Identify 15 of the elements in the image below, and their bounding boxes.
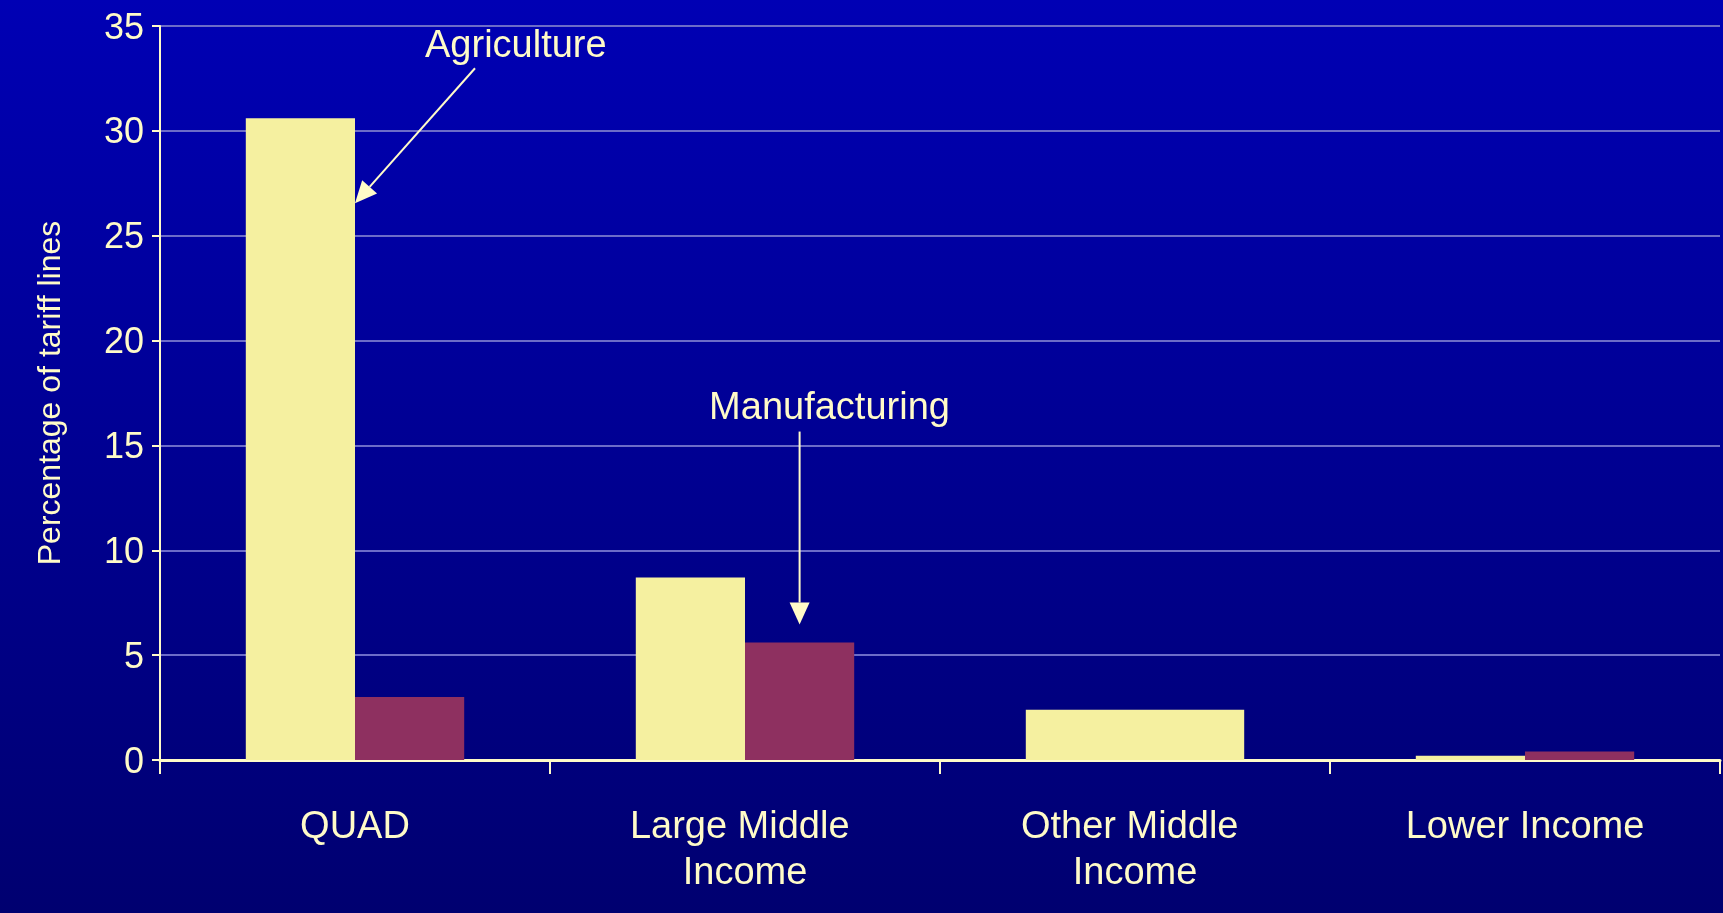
x-tick-label: Other Middle Income xyxy=(1020,804,1250,892)
y-tick-label: 30 xyxy=(103,110,144,152)
y-tick-label: 0 xyxy=(123,739,144,781)
y-tick-label: 10 xyxy=(103,529,144,571)
y-tick-label: 35 xyxy=(103,5,144,47)
y-tick-label: 20 xyxy=(103,320,144,362)
y-tick-label: 5 xyxy=(123,634,144,676)
x-tick-label: QUAD xyxy=(300,804,410,846)
y-axis-title: Percentage of tariff lines xyxy=(31,220,67,566)
x-tick-label: Lower Income xyxy=(1405,804,1645,846)
annotation: Agriculture xyxy=(425,23,607,67)
y-tick-label: 15 xyxy=(103,424,144,466)
y-tick-label: 25 xyxy=(103,215,144,257)
x-tick-label: Large Middle Income xyxy=(629,804,861,892)
annotation: Manufacturing xyxy=(709,384,950,428)
